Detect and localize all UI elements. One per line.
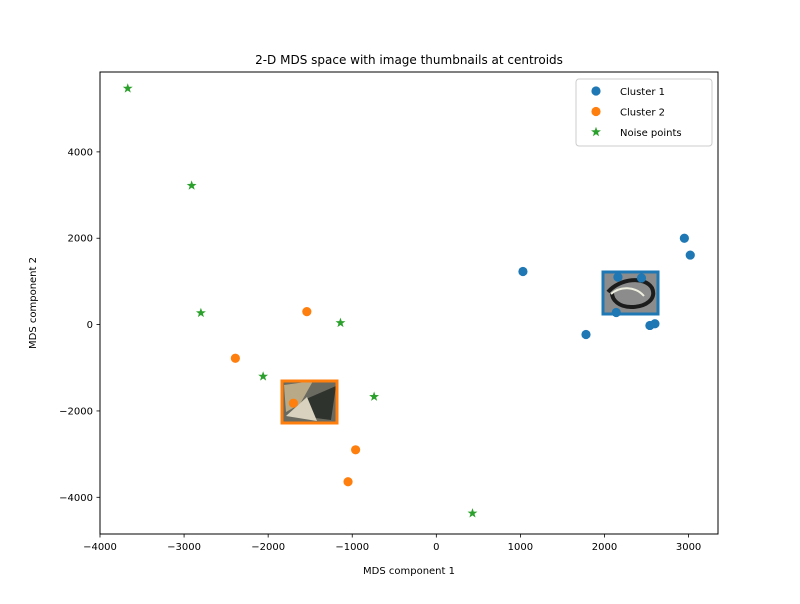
x-axis-ticks: −4000 −3000 −2000 −1000 0 1000 2000 3000 xyxy=(83,534,701,553)
cluster-1-point xyxy=(518,266,528,277)
y-tick-label: 0 xyxy=(87,320,93,331)
cluster-2-thumbnail-shard-3 xyxy=(286,397,317,421)
noise-points-point xyxy=(467,508,478,518)
legend-item-cluster-1: Cluster 1 xyxy=(591,86,665,98)
y-axis-ticks: −4000 −2000 0 2000 4000 xyxy=(59,147,100,504)
y-tick-label: 2000 xyxy=(68,234,93,245)
legend-frame xyxy=(575,78,713,147)
x-tick-label: 2000 xyxy=(592,542,617,553)
cluster-1-point xyxy=(685,250,695,260)
cluster-1-point xyxy=(581,329,591,340)
x-tick-label: 1000 xyxy=(508,542,533,553)
x-tick-label: −2000 xyxy=(251,542,285,553)
cluster-1-thumbnail xyxy=(601,270,660,316)
series-cluster-1 xyxy=(518,233,695,340)
legend: Cluster 1 Cluster 2 Noise points xyxy=(575,78,713,147)
noise-points-point xyxy=(369,391,380,401)
plot-area xyxy=(100,72,718,534)
cluster-1-point xyxy=(636,273,647,283)
y-axis-label: MDS component 2 xyxy=(28,257,39,349)
data-points xyxy=(122,83,695,518)
legend-marker-noise-points xyxy=(591,126,601,137)
cluster-2-thumbnail-border xyxy=(280,379,339,425)
cluster-2-point xyxy=(302,307,312,317)
legend-label-noise-points: Noise points xyxy=(620,128,682,139)
y-tick-label: 4000 xyxy=(68,147,93,158)
noise-points-point xyxy=(195,307,206,318)
cluster-1-thumbnail-border xyxy=(601,270,660,316)
legend-marker-cluster-1 xyxy=(591,86,601,96)
cluster-2-point xyxy=(230,353,240,363)
series-noise-points xyxy=(122,83,478,518)
cluster-1-point xyxy=(611,307,621,318)
y-tick-label: −2000 xyxy=(59,406,93,417)
cluster-2-point xyxy=(288,398,298,408)
chart-title: 2-D MDS space with image thumbnails at c… xyxy=(255,53,563,67)
cluster-1-point xyxy=(679,233,689,243)
x-axis-label: MDS component 1 xyxy=(363,566,455,577)
x-tick-label: −4000 xyxy=(83,542,117,553)
plot-frame xyxy=(99,71,719,535)
noise-points-point xyxy=(335,317,346,328)
cluster-1-point xyxy=(613,272,623,282)
noise-points-point xyxy=(122,83,133,93)
cluster-1-thumbnail-highlight xyxy=(610,287,645,297)
cluster-2-point xyxy=(343,477,353,487)
x-tick-label: −1000 xyxy=(335,542,369,553)
cluster-2-point xyxy=(351,445,361,455)
x-tick-label: −3000 xyxy=(167,542,201,553)
legend-item-noise-points: Noise points xyxy=(591,126,682,139)
cluster-1-point xyxy=(650,319,660,329)
legend-item-cluster-2: Cluster 2 xyxy=(591,106,665,119)
x-tick-label: 3000 xyxy=(676,542,701,553)
legend-label-cluster-2: Cluster 2 xyxy=(620,108,665,119)
noise-points-point xyxy=(258,371,269,381)
x-tick-label: 0 xyxy=(433,542,439,553)
noise-points-point xyxy=(186,180,197,190)
cluster-1-thumbnail-shape xyxy=(606,278,656,310)
legend-label-cluster-1: Cluster 1 xyxy=(620,87,665,98)
legend-marker-cluster-2 xyxy=(591,106,601,117)
y-tick-label: −4000 xyxy=(59,493,93,504)
series-cluster-2 xyxy=(230,307,361,487)
